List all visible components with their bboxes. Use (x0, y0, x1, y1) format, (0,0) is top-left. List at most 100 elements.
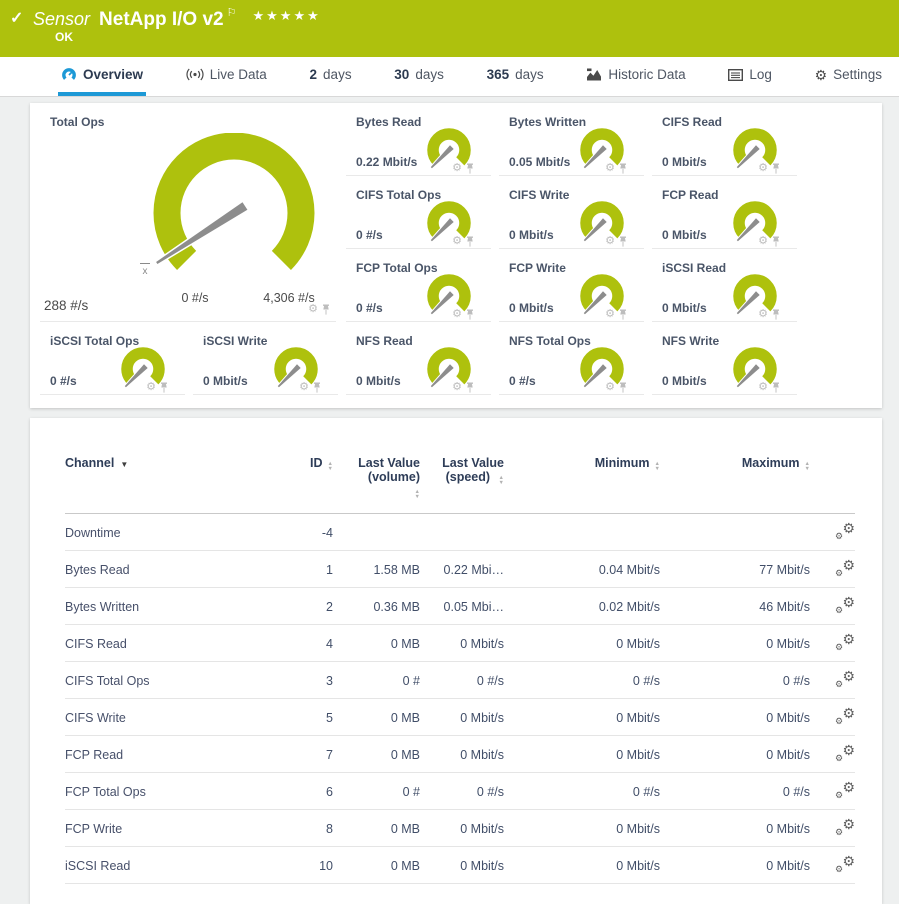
tab-label: Settings (833, 67, 882, 82)
pin-icon[interactable] (466, 163, 474, 174)
channel-name-cell[interactable]: Bytes Read (65, 551, 265, 588)
gear-icon[interactable]: ⚙ (605, 236, 615, 247)
channel-settings-button[interactable]: ⚙⚙ (836, 671, 855, 687)
pin-icon[interactable] (619, 163, 627, 174)
channel-settings-button[interactable]: ⚙⚙ (836, 708, 855, 724)
cell-minimum: 0 Mbit/s (504, 810, 660, 847)
gear-icon[interactable]: ⚙ (452, 163, 462, 174)
col-header-last-value-speed-[interactable]: Last Value(speed) ▲▼ (420, 454, 504, 514)
cell-actions: ⚙⚙ (810, 588, 855, 625)
cell-actions: ⚙⚙ (810, 551, 855, 588)
gear-icon[interactable]: ⚙ (758, 382, 768, 393)
cell-id: 10 (265, 847, 333, 884)
channel-settings-button[interactable]: ⚙⚙ (836, 560, 855, 576)
col-label: ID (310, 456, 323, 470)
cell-last-value-volume: 0.36 MB (333, 588, 420, 625)
col-header-minimum[interactable]: Minimum▲▼ (504, 454, 660, 514)
table-row: CIFS Total Ops30 #0 #/s0 #/s0 #/s⚙⚙ (65, 662, 855, 699)
pin-icon[interactable] (466, 309, 474, 320)
flag-icon[interactable]: ⚐ (227, 7, 237, 19)
gear-icon: ⚙ (842, 780, 855, 794)
gear-icon[interactable]: ⚙ (758, 236, 768, 247)
channel-settings-button[interactable]: ⚙⚙ (836, 745, 855, 761)
pin-icon[interactable] (160, 382, 168, 393)
gear-icon[interactable]: ⚙ (605, 309, 615, 320)
gear-icon[interactable]: ⚙ (452, 309, 462, 320)
pin-icon[interactable] (772, 163, 780, 174)
gauge-tile-fcp-read: FCP Read 0 Mbit/s ⚙ (652, 176, 797, 249)
channel-name-cell[interactable]: Downtime (65, 514, 265, 551)
col-header-maximum[interactable]: Maximum▲▼ (660, 454, 810, 514)
gauge-icon (61, 67, 77, 82)
pin-icon[interactable] (466, 382, 474, 393)
gauge-tile-nfs-total-ops: NFS Total Ops 0 #/s ⚙ (499, 322, 644, 395)
gauge-tile-bytes-read: Bytes Read 0.22 Mbit/s ⚙ (346, 103, 491, 176)
status-ok-check-icon: ✓ (10, 8, 23, 28)
channel-name-cell[interactable]: CIFS Read (65, 625, 265, 662)
table-row: CIFS Read40 MB0 Mbit/s0 Mbit/s0 Mbit/s⚙⚙ (65, 625, 855, 662)
pin-icon[interactable] (772, 236, 780, 247)
gear-icon[interactable]: ⚙ (605, 163, 615, 174)
cell-actions: ⚙⚙ (810, 736, 855, 773)
tab-2-days[interactable]: 2days (307, 57, 355, 96)
pin-icon[interactable] (619, 382, 627, 393)
pin-icon[interactable] (313, 382, 321, 393)
gear-small-icon: ⚙ (835, 717, 843, 726)
channel-settings-button[interactable]: ⚙⚙ (836, 523, 855, 539)
status-badge: OK (55, 30, 73, 44)
cell-maximum: 0 Mbit/s (660, 847, 810, 884)
pin-icon[interactable] (466, 236, 474, 247)
tab-overview[interactable]: Overview (58, 57, 146, 96)
channel-name-cell[interactable]: FCP Read (65, 736, 265, 773)
pin-icon[interactable] (322, 304, 330, 315)
tab-log[interactable]: Log (725, 57, 775, 96)
priority-stars[interactable]: ★★★★★ (253, 8, 321, 23)
col-header-channel[interactable]: Channel▼ (65, 454, 265, 514)
cell-last-value-speed: 0 Mbit/s (420, 625, 504, 662)
tab-number: 2 (310, 67, 318, 82)
pin-icon[interactable] (772, 382, 780, 393)
gauge-tile-bytes-written: Bytes Written 0.05 Mbit/s ⚙ (499, 103, 644, 176)
channel-settings-button[interactable]: ⚙⚙ (836, 856, 855, 872)
tab-historic-data[interactable]: Historic Data (583, 57, 688, 96)
channel-name-cell[interactable]: CIFS Write (65, 699, 265, 736)
gauge-value: 0 #/s (356, 301, 383, 315)
gear-icon[interactable]: ⚙ (146, 382, 156, 393)
gauge-title: CIFS Read (662, 115, 722, 129)
gear-icon[interactable]: ⚙ (452, 382, 462, 393)
channel-settings-button[interactable]: ⚙⚙ (836, 782, 855, 798)
channel-name-cell[interactable]: CIFS Total Ops (65, 662, 265, 699)
cell-maximum: 77 Mbit/s (660, 551, 810, 588)
channel-settings-button[interactable]: ⚙⚙ (836, 634, 855, 650)
col-label: Channel (65, 456, 114, 470)
pin-icon[interactable] (772, 309, 780, 320)
pin-icon[interactable] (619, 236, 627, 247)
col-header-id[interactable]: ID▲▼ (265, 454, 333, 514)
pin-icon[interactable] (619, 309, 627, 320)
col-header-last-value-volume-[interactable]: Last Value(volume) ▲▼ (333, 454, 420, 514)
channel-settings-button[interactable]: ⚙⚙ (836, 819, 855, 835)
channel-name-cell[interactable]: FCP Total Ops (65, 773, 265, 810)
sensor-header: ✓ SensorNetApp I/O v2⚐★★★★★ OK (0, 0, 899, 57)
channel-settings-button[interactable]: ⚙⚙ (836, 597, 855, 613)
gear-icon[interactable]: ⚙ (758, 309, 768, 320)
gear-icon[interactable]: ⚙ (758, 163, 768, 174)
sensor-title: NetApp I/O v2 (99, 9, 224, 30)
gauge-tile-nfs-read: NFS Read 0 Mbit/s ⚙ (346, 322, 491, 395)
gear-icon[interactable]: ⚙ (452, 236, 462, 247)
tab-30-days[interactable]: 30days (391, 57, 447, 96)
tab-365-days[interactable]: 365days (484, 57, 547, 96)
gear-icon[interactable]: ⚙ (299, 382, 309, 393)
channel-name-cell[interactable]: iSCSI Read (65, 847, 265, 884)
gauge-value: 0 Mbit/s (662, 155, 707, 169)
gear-icon[interactable]: ⚙ (605, 382, 615, 393)
cell-id: 3 (265, 662, 333, 699)
cell-maximum: 0 Mbit/s (660, 625, 810, 662)
gauge-tile-fcp-write: FCP Write 0 Mbit/s ⚙ (499, 249, 644, 322)
channel-name-cell[interactable]: Bytes Written (65, 588, 265, 625)
channel-name-cell[interactable]: FCP Write (65, 810, 265, 847)
gear-icon[interactable]: ⚙ (308, 304, 318, 315)
tab-settings[interactable]: ⚙Settings (812, 57, 885, 96)
tab-live-data[interactable]: Live Data (183, 57, 270, 96)
gear-icon: ⚙ (842, 521, 855, 535)
